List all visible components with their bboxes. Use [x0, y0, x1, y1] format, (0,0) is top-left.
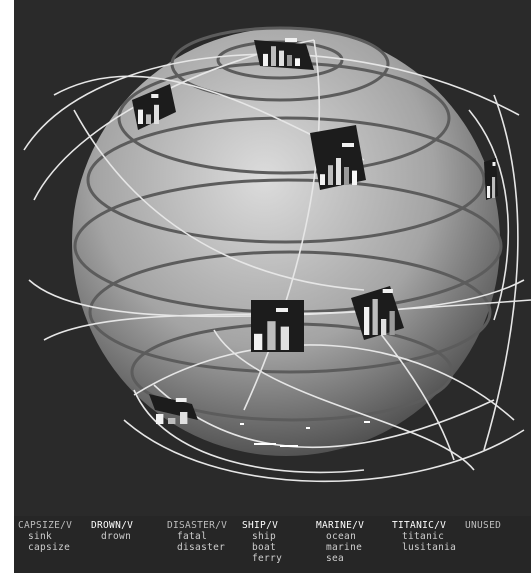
glyph-bar [344, 167, 349, 185]
legend-term: ocean [326, 531, 357, 542]
glyph-bar [336, 158, 341, 185]
document-glyph[interactable] [132, 84, 176, 130]
legend-term: marine [326, 542, 363, 553]
legend-category-heading[interactable]: DROWN/V [91, 520, 134, 531]
glyph-bar [180, 412, 188, 424]
legend-term: titanic [402, 531, 445, 542]
glyph-bar [154, 104, 159, 124]
glyph-bar [364, 307, 370, 335]
legend-term: lusitania [402, 542, 457, 553]
legend-category-heading[interactable]: UNUSED [465, 520, 502, 531]
glyph-bar [295, 58, 300, 66]
glyph-bar [146, 114, 151, 124]
document-glyph[interactable] [484, 158, 498, 200]
globe-view[interactable] [14, 0, 531, 508]
document-glyph[interactable] [251, 300, 304, 352]
latitude-ring [86, 116, 486, 244]
glyph-bar [168, 418, 176, 424]
glyph-bar [287, 55, 292, 66]
legend-category-heading[interactable]: DISASTER/V [167, 520, 228, 531]
document-glyph[interactable] [310, 125, 366, 190]
orbit-curve [468, 109, 510, 321]
legend-column[interactable]: TITANIC/V titanic lusitania [392, 520, 456, 553]
legend-term: ship [252, 531, 277, 542]
legend-column[interactable]: MARINE/V ocean marine sea [316, 520, 364, 564]
legend-term: ferry [252, 553, 283, 564]
orbit-curves [23, 39, 531, 483]
glyph-bar [263, 53, 268, 66]
legend-category-heading[interactable]: CAPSIZE/V [18, 520, 73, 531]
orbit-curve [73, 109, 365, 291]
category-legend: CAPSIZE/V sink capsize DROWN/V drown DISASTER… [14, 516, 531, 573]
document-glyph[interactable] [351, 286, 404, 340]
glyph-bar [372, 299, 378, 335]
legend-term: boat [252, 542, 277, 553]
glyph-bar [280, 326, 289, 350]
document-glyph[interactable] [254, 38, 314, 70]
legend-term: capsize [28, 542, 71, 553]
glyph-bar [389, 311, 395, 335]
orbit-curve [23, 53, 520, 151]
glyph-tab [175, 398, 187, 402]
legend-column[interactable]: CAPSIZE/V sink capsize [18, 520, 72, 553]
glyph-bar [279, 50, 284, 66]
glyph-tab [382, 289, 393, 293]
orbit-curve [133, 344, 515, 421]
legend-column[interactable]: UNUSED [465, 520, 501, 531]
glyph-tab [342, 143, 354, 147]
glyph-bar [156, 414, 164, 424]
glyph-panel [484, 158, 498, 200]
glyph-bar [320, 174, 325, 185]
orbit-curve [28, 279, 531, 318]
orbit-curve [133, 389, 365, 474]
orbit-curve [483, 94, 519, 451]
legend-category-heading[interactable]: MARINE/V [316, 520, 365, 531]
legend-category-heading[interactable]: SHIP/V [242, 520, 279, 531]
glyph-bar [487, 186, 491, 198]
legend-term: sink [28, 531, 53, 542]
glyph-bar [138, 109, 143, 124]
document-glyph[interactable] [149, 394, 198, 424]
legend-column[interactable]: DISASTER/V fatal disaster [167, 520, 227, 553]
glyph-tab [276, 308, 288, 312]
legend-term: disaster [177, 542, 226, 553]
glyph-bar [352, 170, 357, 185]
latitude-ring [88, 250, 492, 374]
legend-category-heading[interactable]: TITANIC/V [392, 520, 447, 531]
legend-column[interactable]: DROWN/V drown [91, 520, 133, 542]
glyph-tab [492, 162, 496, 166]
glyph-bar [328, 165, 333, 185]
glyph-bar [492, 177, 496, 198]
legend-term: fatal [177, 531, 208, 542]
legend-term: drown [101, 531, 132, 542]
glyph-bar [271, 46, 276, 66]
glyph-bar [381, 319, 387, 335]
legend-term: sea [326, 553, 345, 564]
surface-marks [240, 421, 370, 447]
orbit-curve [123, 419, 525, 483]
glyph-tab [285, 38, 297, 42]
glyph-bar [254, 333, 263, 350]
glyph-tab [151, 94, 159, 98]
glyph-bar [267, 321, 276, 350]
legend-column[interactable]: SHIP/V ship boat ferry [242, 520, 282, 564]
orbit-curve [243, 39, 320, 411]
